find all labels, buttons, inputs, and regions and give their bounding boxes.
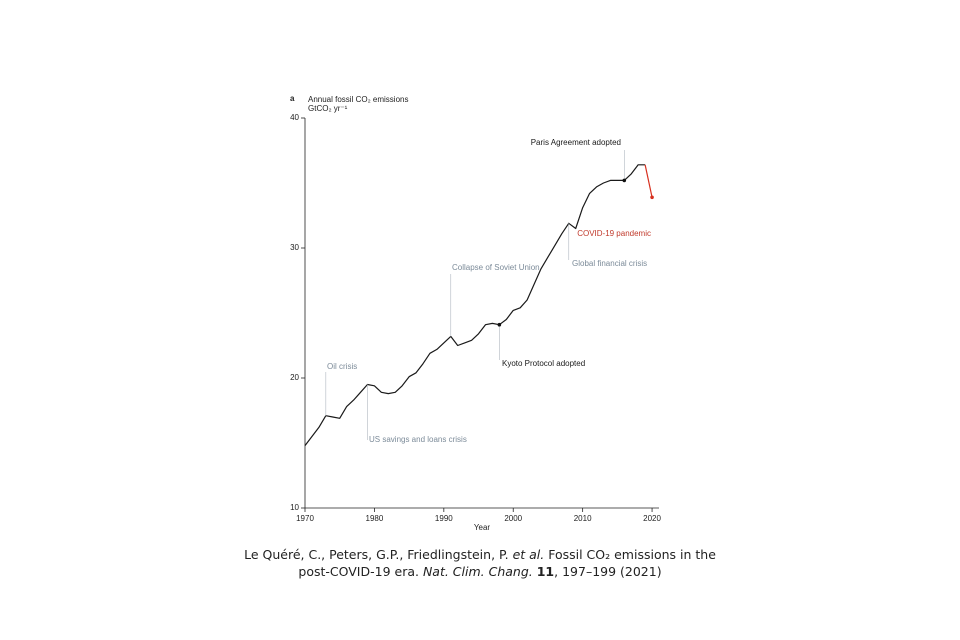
annotation: Global financial crisis: [572, 259, 647, 268]
x-tick-label: 1970: [296, 514, 314, 523]
citation-text: Nat. Clim. Chang.: [422, 564, 533, 579]
annotation: Kyoto Protocol adopted: [502, 359, 585, 368]
x-axis-label: Year: [474, 523, 491, 532]
annotation: Oil crisis: [327, 362, 357, 371]
y-axis-label: Annual fossil CO₂ emissions: [308, 95, 408, 104]
x-tick-label: 1990: [435, 514, 453, 523]
annotation: Paris Agreement adopted: [531, 138, 621, 147]
y-tick-label: 30: [290, 243, 299, 252]
point: [650, 195, 654, 200]
annotation: Collapse of Soviet Union: [452, 263, 540, 272]
y-axis-label: GtCO₂ yr⁻¹: [308, 104, 348, 113]
y-tick-label: 10: [290, 503, 299, 512]
line: [644, 164, 653, 198]
annotation: US savings and loans crisis: [369, 435, 467, 444]
y-tick-label: 40: [290, 113, 299, 122]
annotation: COVID-19 pandemic: [577, 229, 651, 238]
citation-text: Le Quéré, C., Peters, G.P., Friedlingste…: [244, 547, 513, 562]
panel-label: a: [290, 94, 295, 103]
x-tick-label: 1980: [366, 514, 384, 523]
x-tick-label: 2020: [643, 514, 661, 523]
chart: a Annual fossil CO₂ emissions GtCO₂ yr⁻¹…: [290, 94, 662, 532]
citation-text: 11: [536, 564, 555, 579]
citation-text: Fossil CO₂ emissions in the post-COVID-1…: [298, 547, 716, 579]
point: [497, 322, 502, 327]
citation-text: , 197–199 (2021): [554, 564, 662, 579]
citation: Le Quéré, C., Peters, G.P., Friedlingste…: [0, 546, 960, 580]
y-tick-label: 20: [290, 373, 299, 382]
citation-text: et al.: [512, 547, 545, 562]
x-tick-label: 2010: [574, 514, 592, 523]
line: [304, 164, 646, 446]
x-tick-label: 2000: [504, 514, 522, 523]
point: [622, 178, 627, 183]
